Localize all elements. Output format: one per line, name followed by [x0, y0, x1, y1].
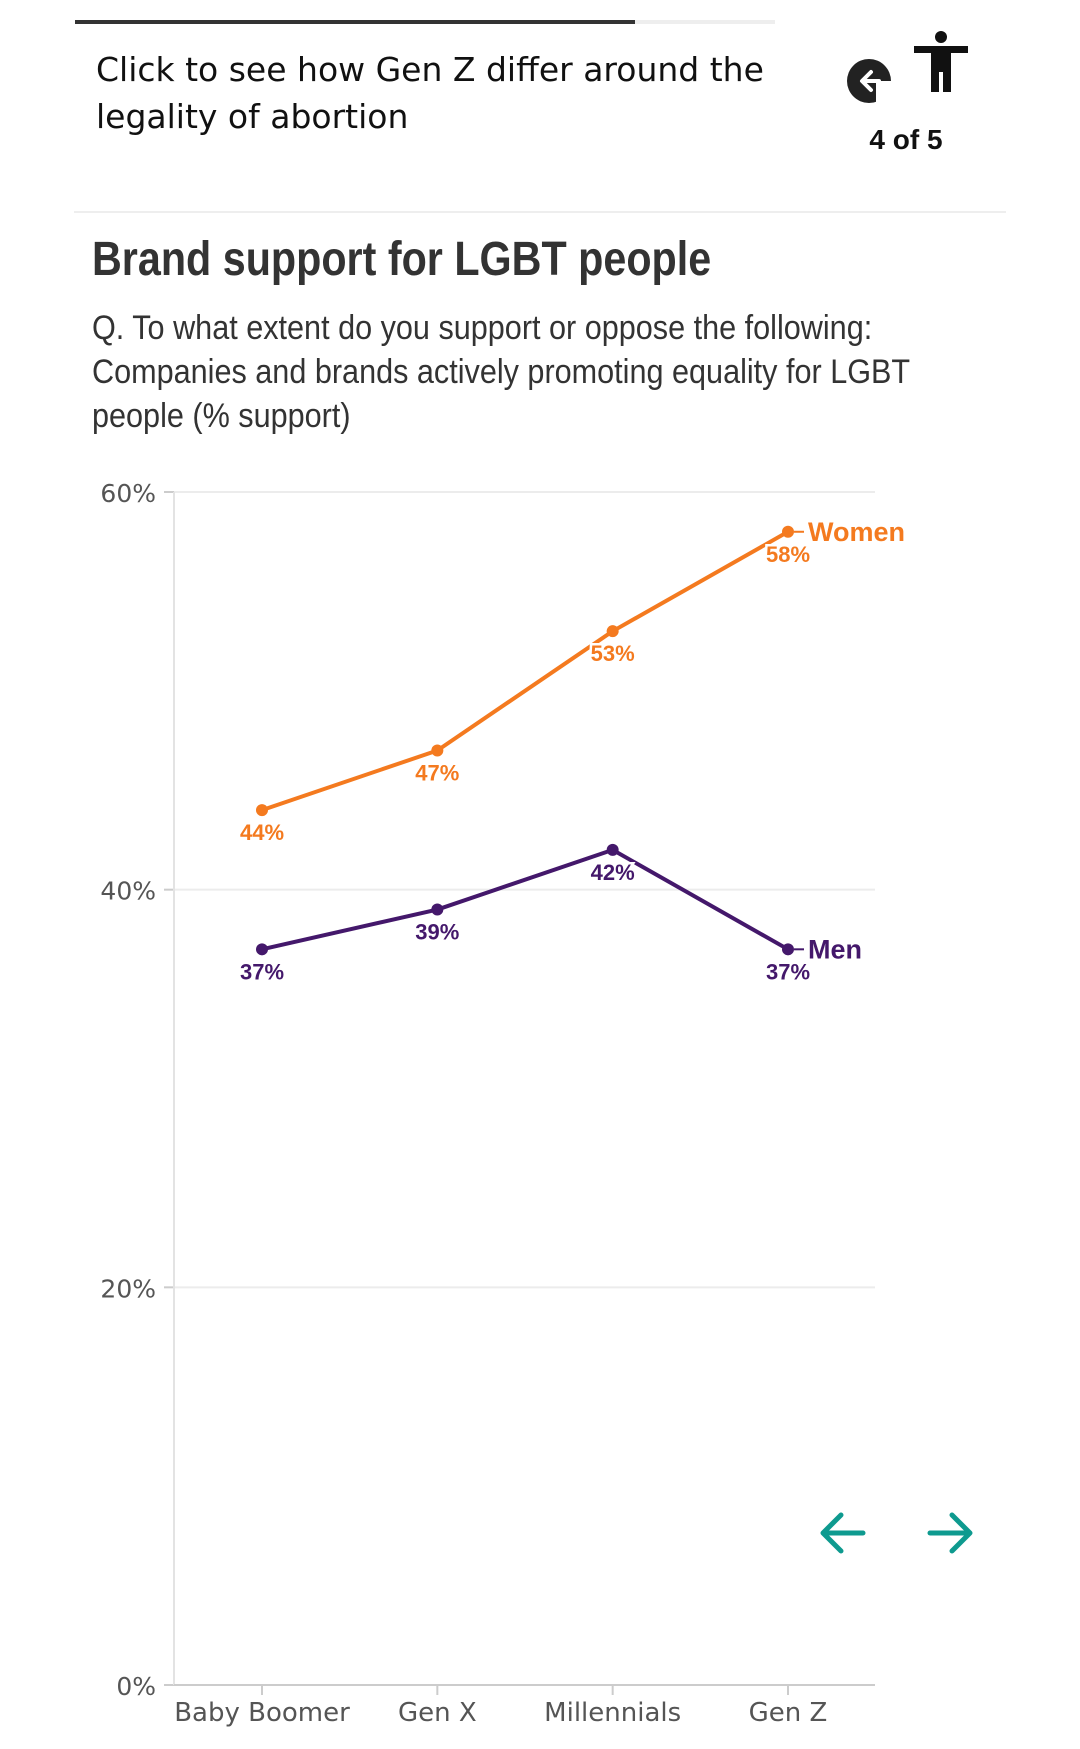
data-label-women: 53%	[591, 641, 635, 666]
series-label-men: Men	[808, 934, 862, 964]
arrow-left-icon	[820, 1512, 866, 1554]
accessibility-person-icon	[914, 31, 968, 92]
series-label-women: Women	[808, 517, 905, 547]
x-tick-label: Gen X	[398, 1698, 477, 1728]
x-tick-label: Baby Boomer	[174, 1698, 350, 1728]
back-button[interactable]	[846, 58, 892, 104]
data-point-women	[256, 804, 268, 817]
y-tick-label: 20%	[100, 1274, 156, 1303]
next-button[interactable]	[922, 1505, 978, 1561]
data-point-men	[606, 843, 619, 856]
accessibility-button[interactable]	[912, 30, 970, 94]
data-point-men	[431, 903, 444, 916]
data-label-women: 47%	[415, 760, 459, 785]
x-tick-label: Gen Z	[749, 1698, 828, 1728]
chart-subtitle: Q. To what extent do you support or oppo…	[92, 309, 910, 435]
y-tick-label: 60%	[100, 479, 156, 508]
y-tick-label: 0%	[116, 1672, 156, 1701]
data-point-women	[431, 744, 444, 757]
data-label-men: 42%	[591, 860, 635, 885]
step-counter: 4 of 5	[869, 124, 943, 155]
arrow-left-circle-icon	[847, 59, 892, 104]
data-point-men	[782, 943, 794, 956]
data-label-women: 44%	[240, 820, 284, 845]
data-label-men: 37%	[766, 959, 810, 984]
progress-bar	[75, 20, 775, 24]
data-label-men: 37%	[240, 959, 284, 984]
progress-bar-fill	[75, 20, 635, 24]
divider	[74, 211, 1006, 213]
data-label-women: 58%	[766, 542, 810, 567]
x-tick-label: Millennials	[544, 1698, 681, 1728]
chart-title: Brand support for LGBT people	[92, 233, 712, 286]
y-tick-label: 40%	[100, 877, 156, 906]
previous-button[interactable]	[815, 1505, 871, 1561]
step-description: Click to see how Gen Z differ around the…	[96, 50, 764, 136]
series-line-men	[260, 847, 790, 952]
data-point-women	[782, 525, 794, 538]
data-point-women	[606, 625, 619, 638]
arrow-right-icon	[927, 1512, 973, 1554]
series-line-women	[260, 529, 790, 813]
data-label-men: 39%	[415, 920, 459, 945]
data-point-men	[256, 943, 268, 956]
